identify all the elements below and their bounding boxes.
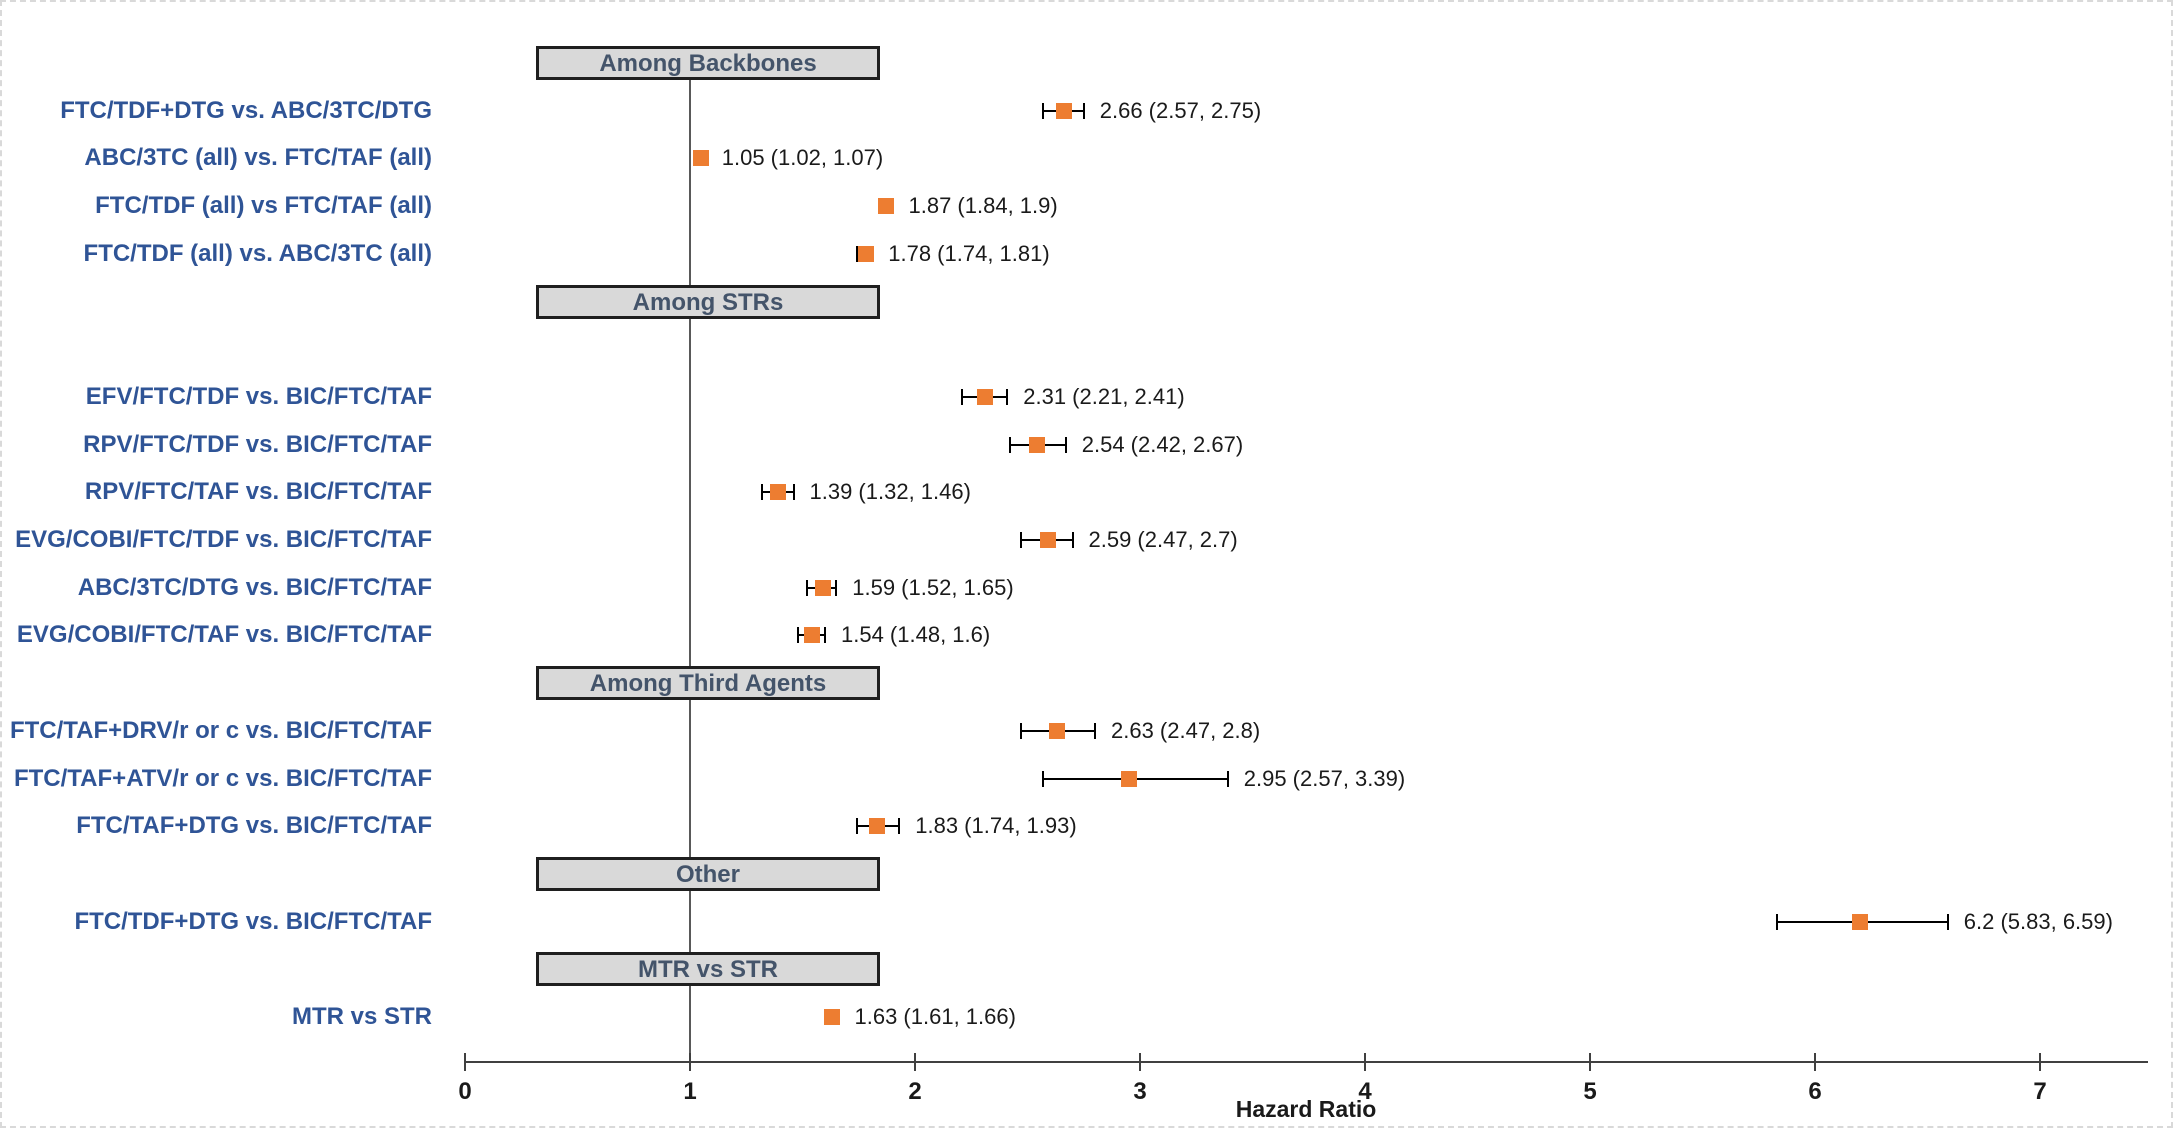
ci-cap-high [1094,722,1096,739]
x-axis-tick-label: 1 [683,1078,697,1105]
hr-marker [693,150,710,167]
hr-value-label: 1.05 (1.02, 1.07) [721,145,884,171]
hr-marker [1028,436,1045,453]
ci-cap-low [961,388,964,405]
ci-cap-low [1008,436,1011,453]
hr-marker [1120,770,1137,787]
ci-cap-low [1042,770,1045,787]
x-axis-tick [1364,1053,1366,1071]
row-label: MTR vs STR [291,1003,432,1030]
hr-marker [1852,913,1868,930]
x-axis-tick-label: 0 [458,1078,472,1105]
section-header: MTR vs STR [536,952,880,987]
hr-marker [1039,532,1056,548]
hr-marker [803,627,820,644]
row-label: ABC/3TC (all) vs. FTC/TAF (all) [84,144,432,172]
ci-cap-low [855,818,858,835]
ci-cap-high [1064,436,1067,453]
x-axis-tick [2039,1053,2041,1071]
hr-value-label: 1.78 (1.74, 1.81) [888,240,1050,266]
row-label: FTC/TDF+DTG vs. BIC/FTC/TAF [74,907,432,935]
hr-value-label: 1.39 (1.32, 1.46) [809,479,971,505]
ci-cap-low [1019,722,1022,739]
x-axis-tick [914,1053,916,1071]
ci-cap-high [792,484,795,501]
row-label: FTC/TAF+ATV/r or c vs. BIC/FTC/TAF [13,764,432,792]
ci-cap-high [824,627,826,644]
reference-line [689,46,691,1062]
ci-cap-low [761,484,763,501]
hr-value-label: 6.2 (5.83, 6.59) [1963,908,2113,934]
ci-cap-high [1082,102,1085,119]
x-axis-tick-label: 4 [1358,1078,1372,1105]
row-label: EVG/COBI/FTC/TDF vs. BIC/FTC/TAF [15,526,432,553]
ci-cap-low [1019,532,1022,548]
x-axis-title: Hazard Ratio [1235,1096,1377,1122]
ci-cap-high [1006,388,1009,405]
ci-cap-low [797,627,799,644]
x-axis-tick-label: 5 [1583,1078,1597,1105]
hr-marker [877,198,894,215]
hr-value-label: 1.83 (1.74, 1.93) [915,813,1077,839]
row-label: FTC/TAF+DRV/r or c vs. BIC/FTC/TAF [9,716,432,744]
hr-value-label: 2.66 (2.57, 2.75) [1099,97,1262,123]
row-label: EFV/FTC/TDF vs. BIC/FTC/TAF [85,382,432,410]
section-header: Other [536,856,880,891]
row-label: FTC/TAF+DTG vs. BIC/FTC/TAF [76,812,432,840]
hr-marker [1048,722,1065,739]
hr-marker [868,818,885,835]
x-axis-tick [464,1053,466,1071]
x-axis-tick [1814,1053,1816,1071]
row-label: RPV/FTC/TAF vs. BIC/FTC/TAF [84,478,432,506]
x-axis-tick [689,1053,691,1071]
ci-cap-low [1042,102,1045,119]
hr-marker [814,579,831,596]
row-label: RPV/FTC/TDF vs. BIC/FTC/TAF [83,430,432,458]
row-label: EVG/COBI/FTC/TAF vs. BIC/FTC/TAF [16,621,432,649]
x-axis-tick-label: 2 [908,1078,922,1105]
x-axis-tick [1589,1053,1591,1071]
hr-marker [769,484,786,501]
ci-cap-high [1071,532,1074,548]
hr-marker [857,245,874,262]
hr-value-label: 2.63 (2.47, 2.8) [1111,717,1261,743]
row-label: FTC/TDF (all) vs. ABC/3TC (all) [83,239,432,267]
section-header: Among Backbones [536,46,880,80]
hr-value-label: 1.63 (1.61, 1.66) [854,1004,1016,1029]
x-axis-tick [1139,1053,1141,1071]
hr-value-label: 2.31 (2.21, 2.41) [1023,383,1185,409]
ci-cap-low [855,245,858,262]
hr-value-label: 2.54 (2.42, 2.67) [1081,431,1244,457]
ci-cap-high [1946,913,1949,930]
section-header: Among STRs [536,284,880,319]
ci-cap-low [1775,913,1778,930]
row-label: ABC/3TC/DTG vs. BIC/FTC/TAF [77,573,432,601]
row-label: FTC/TDF+DTG vs. ABC/3TC/DTG [60,96,432,124]
hr-value-label: 1.59 (1.52, 1.65) [852,574,1014,600]
hr-value-label: 1.54 (1.48, 1.6) [841,622,991,648]
x-axis-tick-label: 6 [1808,1078,1822,1105]
ci-cap-low [806,579,808,596]
hr-marker [1055,102,1072,119]
x-axis-line [464,1061,2148,1063]
hr-marker [823,1009,840,1025]
ci-cap-high [835,579,838,596]
hr-value-label: 2.95 (2.57, 3.39) [1243,765,1406,791]
row-label: FTC/TDF (all) vs FTC/TAF (all) [95,192,432,220]
x-axis-tick-label: 7 [2033,1078,2047,1105]
hr-value-label: 1.87 (1.84, 1.9) [908,193,1058,219]
hr-marker [976,388,993,405]
ci-cap-high [1226,770,1229,787]
ci-cap-high [898,818,901,835]
x-axis-tick-label: 3 [1133,1078,1147,1105]
hr-value-label: 2.59 (2.47, 2.7) [1088,527,1238,552]
section-header: Among Third Agents [536,666,880,701]
